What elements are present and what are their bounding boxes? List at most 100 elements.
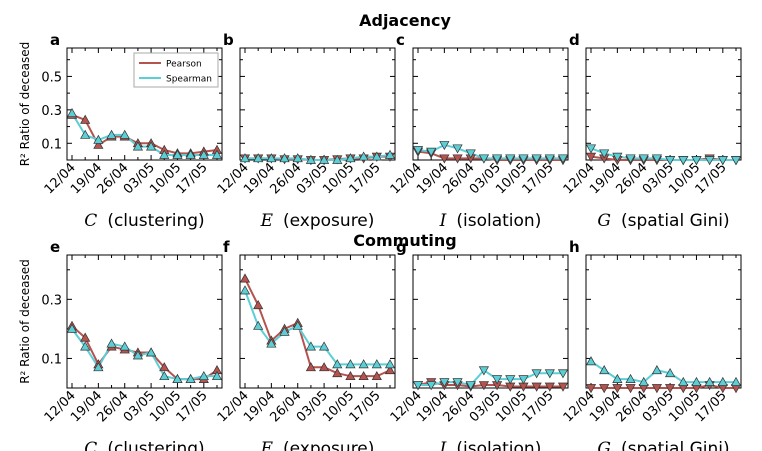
- y-tick-label: 0.1: [41, 137, 62, 152]
- data-point: [106, 338, 117, 348]
- series-line: [244, 278, 391, 378]
- data-point: [585, 144, 597, 154]
- data-point: [279, 153, 290, 163]
- data-point: [279, 326, 290, 336]
- x-axis-text: (spatial Gini): [621, 211, 730, 231]
- legend-box: [133, 52, 219, 88]
- data-point: [717, 156, 728, 166]
- data-point: [185, 373, 196, 383]
- data-point: [239, 153, 251, 163]
- data-point: [119, 129, 130, 139]
- data-point: [66, 323, 78, 333]
- data-point: [412, 146, 424, 156]
- x-axis-symbol: I: [439, 439, 447, 451]
- legend-label: Spearman: [166, 75, 212, 85]
- data-point: [678, 376, 689, 386]
- data-point: [292, 320, 303, 330]
- data-point: [625, 154, 636, 164]
- data-point: [557, 382, 569, 392]
- data-point: [491, 154, 503, 164]
- data-point: [93, 139, 104, 149]
- panel-label: d: [569, 31, 580, 49]
- data-point: [439, 141, 450, 151]
- data-point: [318, 341, 330, 351]
- x-axis-symbol: G: [597, 211, 611, 231]
- data-point: [439, 154, 450, 164]
- legend-label: Pearson: [166, 60, 202, 70]
- data-point: [239, 285, 251, 295]
- plot-frame: [585, 47, 742, 161]
- x-axis-text: (isolation): [456, 439, 541, 451]
- data-point: [651, 154, 663, 164]
- data-point: [345, 153, 356, 163]
- data-point: [678, 156, 689, 166]
- panel-label: c: [396, 31, 405, 49]
- panel-label: h: [569, 238, 580, 256]
- data-point: [599, 384, 610, 394]
- x-axis-symbol: E: [260, 439, 274, 451]
- data-point: [544, 369, 555, 379]
- data-point: [465, 149, 476, 159]
- data-point: [625, 384, 636, 394]
- data-point: [211, 149, 223, 159]
- x-axis-symbol: G: [597, 439, 611, 451]
- data-point: [439, 378, 450, 388]
- data-point: [599, 149, 610, 159]
- data-point: [518, 154, 529, 164]
- data-point: [93, 134, 104, 144]
- data-point: [638, 154, 649, 164]
- data-point: [651, 365, 663, 375]
- data-point: [332, 154, 343, 164]
- y-tick-label: 0.1: [41, 352, 62, 367]
- data-point: [332, 359, 343, 369]
- data-point: [599, 365, 610, 375]
- data-point: [557, 154, 569, 164]
- x-axis-label: I (isolation): [439, 211, 542, 231]
- panel-label: e: [50, 238, 60, 256]
- data-point: [266, 153, 277, 163]
- data-point: [266, 338, 277, 348]
- data-point: [612, 152, 623, 162]
- x-axis-text: (clustering): [107, 439, 204, 451]
- x-axis-symbol: I: [439, 211, 447, 231]
- y-tick-label: 0.5: [41, 70, 62, 85]
- x-axis-label: C (clustering): [84, 439, 204, 451]
- x-axis-symbol: C: [84, 211, 97, 231]
- data-point: [691, 376, 702, 386]
- data-point: [253, 300, 264, 310]
- data-point: [66, 107, 78, 118]
- data-point: [452, 154, 463, 164]
- panel-label: b: [223, 31, 234, 49]
- data-point: [145, 347, 157, 357]
- data-point: [544, 154, 555, 164]
- x-axis-label: G (spatial Gini): [597, 211, 729, 231]
- data-point: [159, 149, 170, 159]
- data-point: [80, 114, 91, 124]
- data-point: [211, 370, 223, 381]
- data-point: [172, 149, 183, 159]
- data-point: [478, 366, 490, 376]
- data-point: [730, 156, 742, 166]
- data-point: [426, 381, 437, 391]
- x-axis-label: E (exposure): [260, 439, 375, 451]
- data-point: [172, 373, 183, 383]
- x-axis-text: (clustering): [107, 211, 204, 231]
- data-point: [332, 368, 343, 378]
- data-point: [305, 154, 317, 164]
- data-point: [132, 350, 144, 360]
- data-point: [452, 378, 463, 388]
- data-point: [384, 149, 396, 159]
- data-point: [318, 362, 330, 372]
- plot-frame: [239, 47, 396, 161]
- data-point: [585, 356, 597, 366]
- data-point: [544, 382, 555, 392]
- data-point: [253, 153, 264, 163]
- y-axis-label: R² Ratio of deceased: [18, 259, 32, 384]
- data-point: [452, 144, 463, 154]
- data-point: [305, 341, 317, 351]
- row-title: Adjacency: [359, 11, 451, 30]
- data-point: [358, 370, 369, 381]
- data-point: [198, 149, 209, 159]
- series-line: [590, 360, 736, 384]
- plot-frame: [239, 254, 396, 389]
